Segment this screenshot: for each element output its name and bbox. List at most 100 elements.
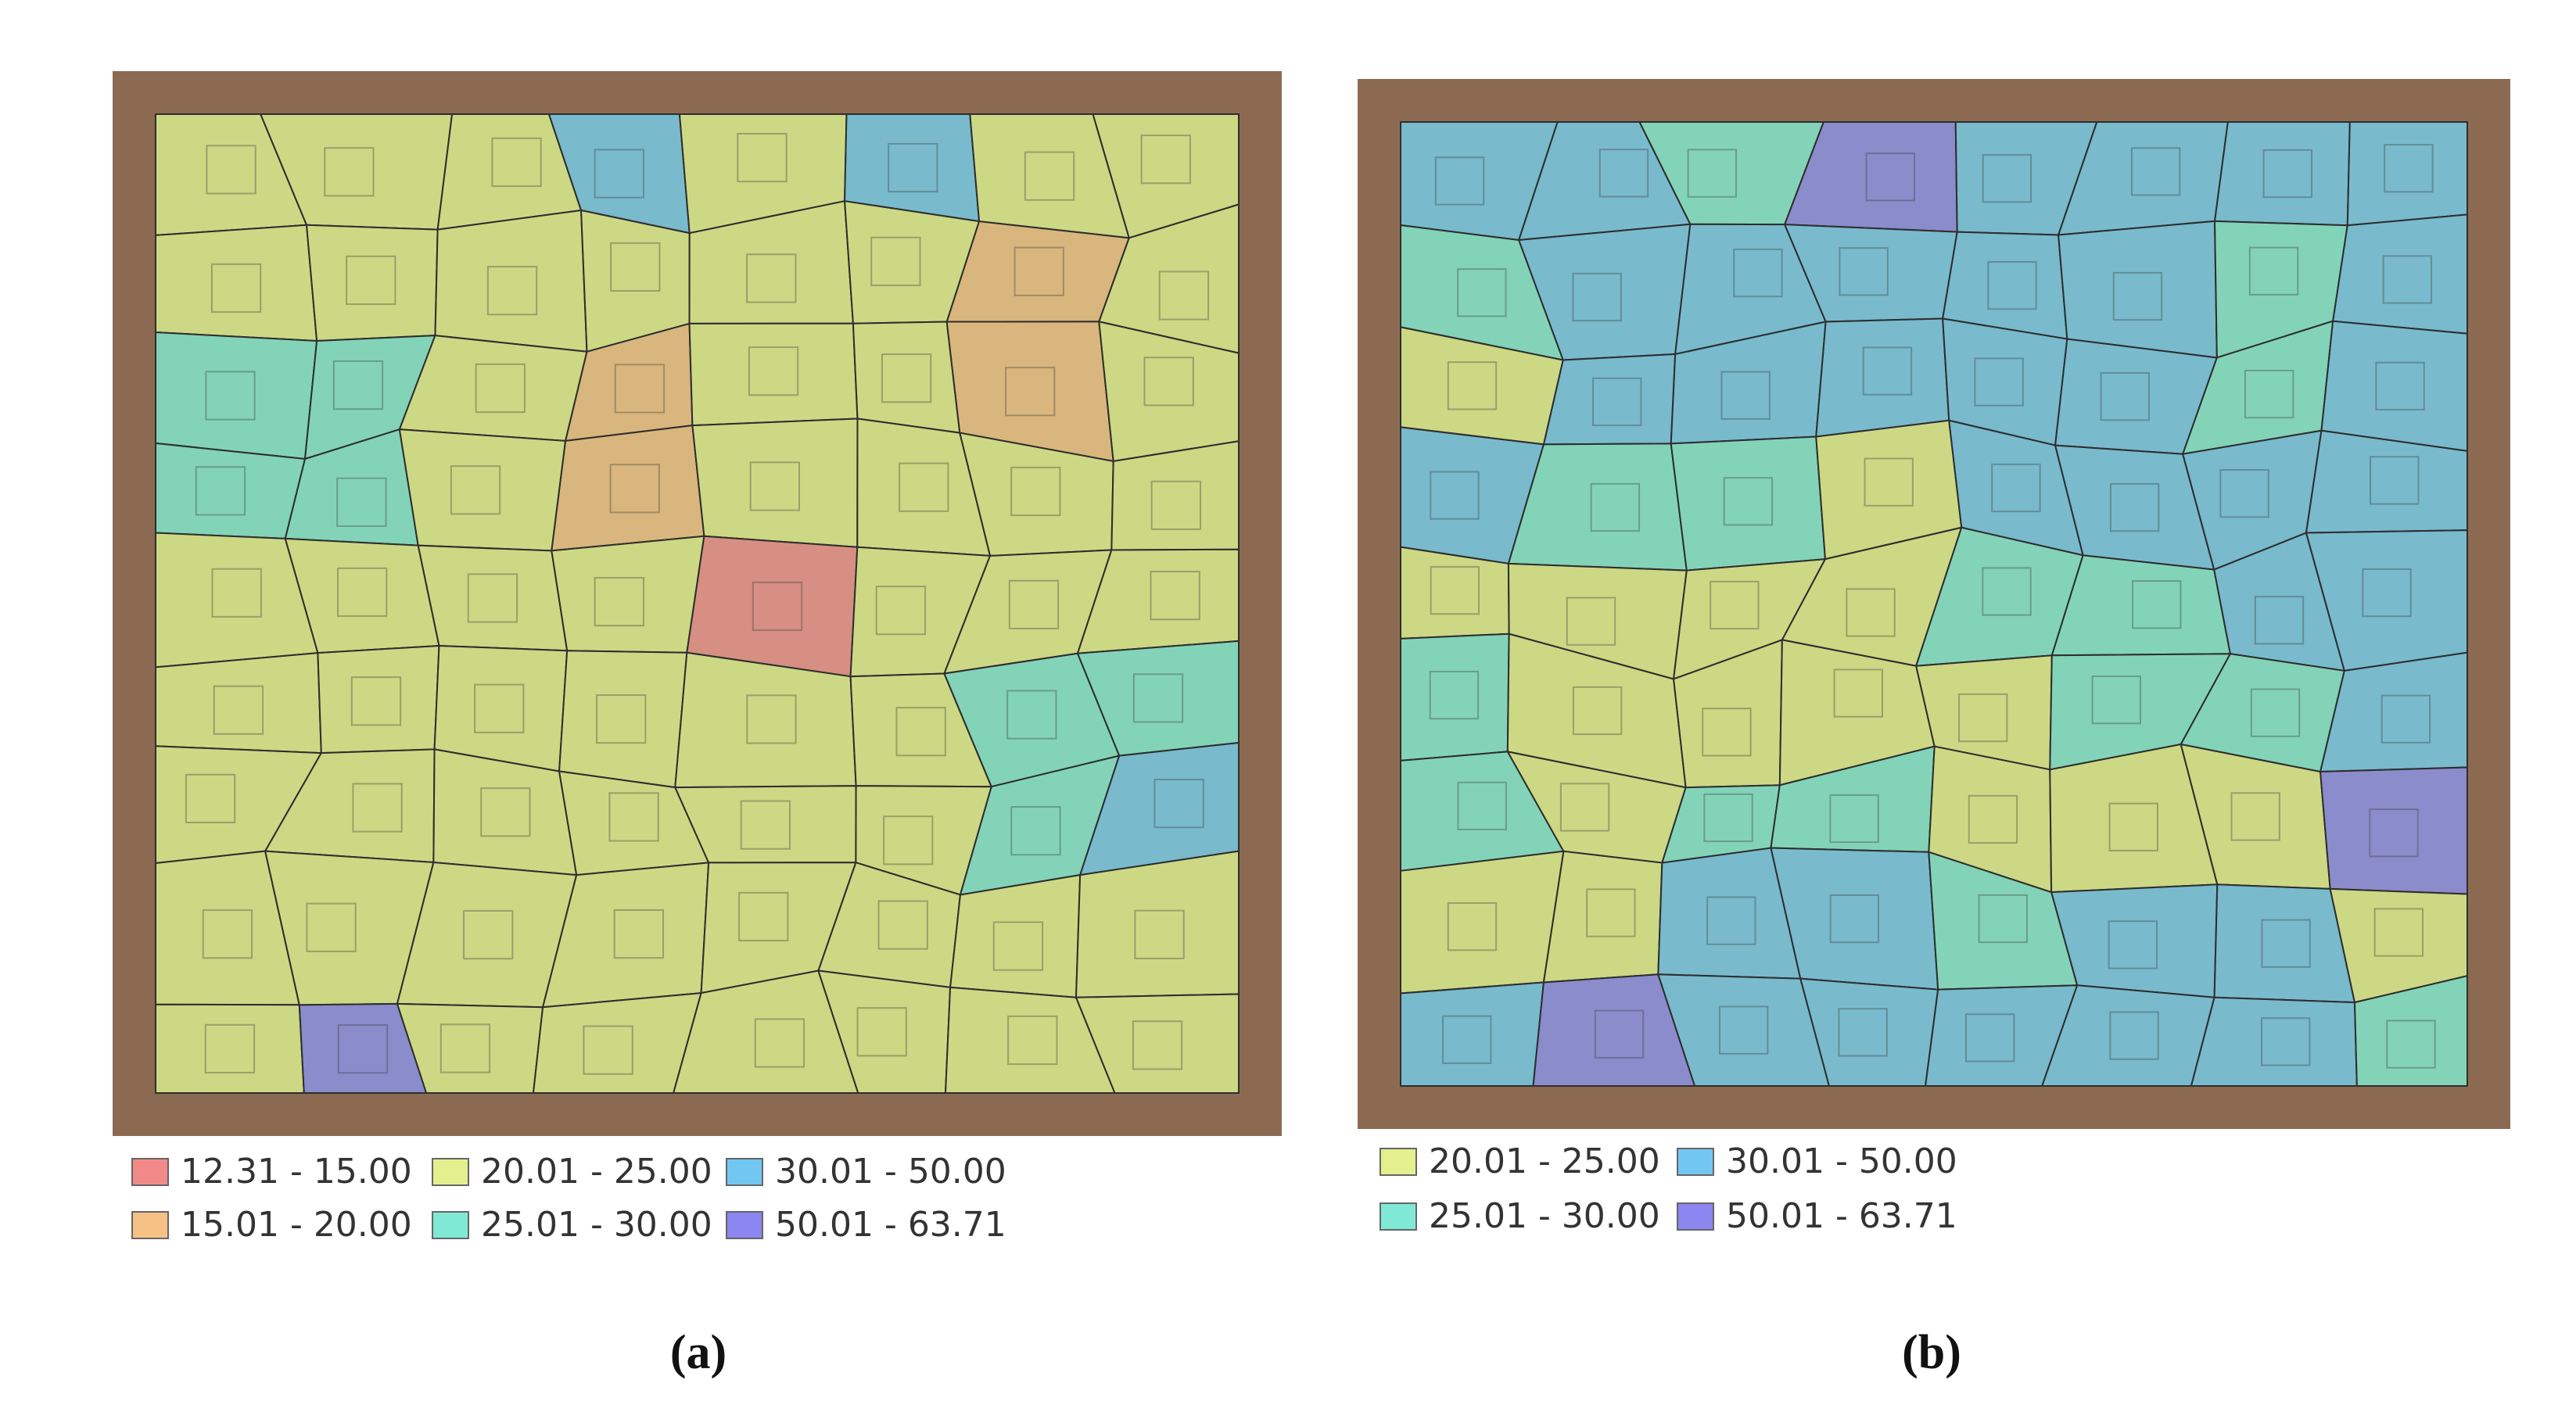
- building: [1839, 247, 1889, 296]
- building: [594, 576, 644, 627]
- building: [352, 783, 403, 833]
- block: [434, 209, 588, 353]
- block: [1400, 981, 1545, 1087]
- building: [596, 694, 647, 744]
- building: [1457, 781, 1507, 830]
- building: [748, 346, 799, 396]
- building: [1150, 571, 1200, 621]
- building: [2244, 369, 2294, 419]
- block: [945, 220, 1131, 323]
- block: [551, 424, 705, 552]
- building: [752, 581, 803, 632]
- block: [949, 873, 1082, 998]
- building: [1559, 783, 1610, 832]
- building: [1592, 377, 1642, 427]
- building: [1594, 1009, 1645, 1059]
- building: [324, 147, 375, 197]
- legend-swatch: [726, 1158, 763, 1186]
- building: [211, 568, 262, 618]
- building: [1733, 248, 1783, 298]
- building: [195, 466, 246, 516]
- building: [749, 461, 800, 511]
- building: [2370, 456, 2420, 505]
- map-a: [113, 71, 1282, 1136]
- block: [155, 224, 318, 342]
- building: [1008, 579, 1060, 629]
- block: [155, 1003, 305, 1094]
- map-b: [1358, 79, 2510, 1129]
- block: [317, 644, 440, 754]
- block: [1815, 317, 1950, 438]
- building: [480, 787, 531, 837]
- block: [2319, 766, 2468, 895]
- legend-label: 15.01 - 20.00: [181, 1205, 412, 1245]
- building: [1429, 670, 1480, 720]
- legend-swatch: [1379, 1148, 1417, 1176]
- building: [2248, 246, 2299, 296]
- building: [439, 1023, 491, 1073]
- building: [1702, 708, 1752, 757]
- building: [2230, 792, 2280, 841]
- building: [1829, 894, 1880, 944]
- block: [2346, 121, 2468, 227]
- block: [155, 442, 307, 539]
- building: [2219, 469, 2269, 518]
- building: [346, 255, 396, 306]
- building: [594, 149, 644, 199]
- building: [583, 1025, 633, 1075]
- legend-a: 12.31 - 15.00 15.01 - 20.00 20.01 - 25.00 2…: [131, 1152, 1006, 1245]
- block: [155, 331, 318, 461]
- building: [1447, 361, 1498, 410]
- legend-label: 20.01 - 25.00: [481, 1152, 712, 1192]
- block: [2213, 121, 2351, 227]
- legend-label: 30.01 - 50.00: [775, 1152, 1006, 1192]
- block: [558, 650, 688, 789]
- building: [888, 142, 938, 193]
- block: [1670, 435, 1827, 572]
- building: [1132, 673, 1184, 723]
- building: [2375, 361, 2425, 410]
- building: [2250, 688, 2301, 737]
- building: [1005, 367, 1056, 417]
- building: [856, 1007, 907, 1057]
- building: [1864, 457, 1914, 507]
- building: [1598, 149, 1649, 198]
- building: [2100, 372, 2150, 421]
- block: [551, 535, 705, 654]
- building: [746, 253, 797, 303]
- building: [608, 792, 659, 842]
- building: [474, 683, 525, 733]
- building: [1006, 690, 1057, 740]
- legend-swatch: [432, 1211, 469, 1239]
- block: [1400, 546, 1510, 640]
- building: [1150, 480, 1202, 530]
- building: [1974, 357, 2024, 407]
- building: [738, 891, 789, 942]
- building: [2386, 1020, 2436, 1069]
- legend-label: 12.31 - 15.00: [181, 1152, 412, 1192]
- legend-label: 20.01 - 25.00: [1429, 1141, 1660, 1181]
- building: [1457, 268, 1507, 317]
- building: [475, 363, 526, 414]
- building: [1153, 779, 1204, 829]
- building: [746, 694, 797, 744]
- building: [1447, 901, 1498, 951]
- building: [1723, 477, 1774, 526]
- block: [691, 418, 859, 548]
- building: [463, 909, 514, 960]
- building: [1846, 588, 1896, 637]
- legend-swatch: [1379, 1202, 1417, 1231]
- building: [737, 132, 788, 183]
- building: [1014, 246, 1064, 296]
- building: [1968, 794, 2018, 844]
- legend-swatch: [1677, 1202, 1714, 1231]
- building: [610, 242, 661, 292]
- block: [305, 224, 439, 342]
- block: [686, 535, 859, 678]
- block: [532, 991, 702, 1094]
- block: [1400, 850, 1565, 994]
- building: [2261, 919, 2311, 968]
- building: [337, 1024, 389, 1074]
- building: [2261, 1017, 2311, 1066]
- legend-label: 25.01 - 30.00: [481, 1205, 712, 1245]
